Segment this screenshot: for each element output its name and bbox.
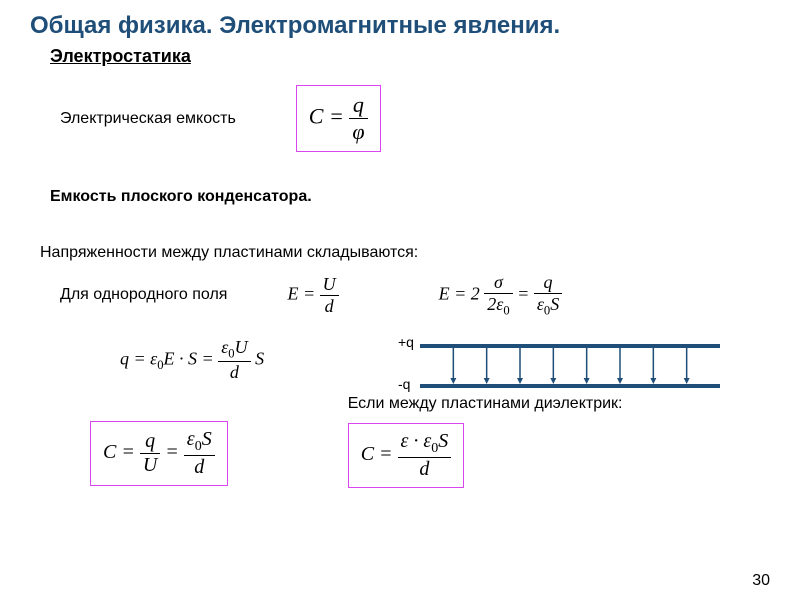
top-plate-label: +q — [398, 334, 414, 350]
capacitor-svg — [420, 336, 730, 396]
formula-C-final: C = q U = ε0S d — [90, 421, 228, 486]
bottom-plate-label: -q — [398, 376, 410, 392]
formula-q-eps: q = ε0E · S = ε0U d S — [120, 337, 264, 384]
flat-capacitor-heading: Емкость плоского конденсатора. — [0, 188, 312, 206]
formula-E-sigma: E = 2 σ 2ε0 = q ε0S — [439, 272, 563, 319]
capacitor-diagram: +q -q — [420, 336, 740, 396]
subtitle-electrostatics: Электростатика — [0, 44, 800, 67]
page-number: 30 — [752, 572, 770, 590]
plates-sum-text: Напряженности между пластинами складываю… — [0, 236, 800, 266]
formula-capacity: C = q φ — [296, 85, 381, 152]
formula-C-dielectric: C = ε · ε0S d — [348, 423, 465, 488]
homogeneous-field-label: Для однородного поля — [60, 286, 227, 304]
formula-E-U-d: E = U d — [287, 274, 338, 317]
capacity-label: Электрическая емкость — [60, 110, 236, 128]
dielectric-text: Если между пластинами диэлектрик: — [348, 395, 770, 423]
slide-title: Общая физика. Электромагнитные явления. — [0, 0, 800, 44]
